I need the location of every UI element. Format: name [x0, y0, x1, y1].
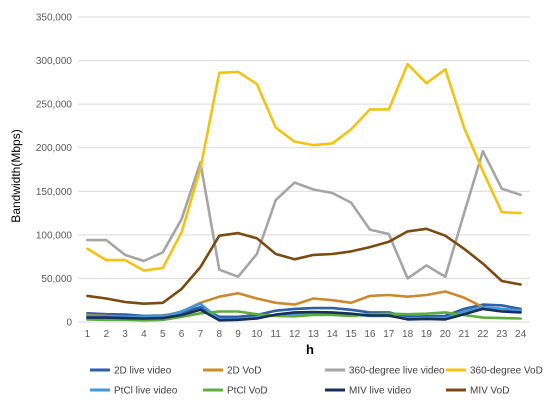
series-line-360-degree-vod: [86, 62, 522, 272]
x-tick-label: 17: [383, 329, 395, 340]
legend-item: 360-degree VoD: [446, 366, 543, 377]
x-tick-label: 24: [515, 329, 527, 340]
gridlines: [78, 16, 530, 323]
legend-label: 360-degree live video: [349, 366, 445, 377]
legend-label: 360-degree VoD: [470, 366, 543, 377]
x-tick-label: 12: [289, 329, 301, 340]
y-axis-ticks: 0 50,000 100,000 150,000 200,000 250,000 300,0…: [36, 13, 73, 329]
y-tick-label: 250,000: [36, 100, 73, 111]
x-tick-label: 6: [179, 329, 185, 340]
x-tick-label: 21: [459, 329, 471, 340]
legend-item: MIV VoD: [446, 386, 509, 397]
series-lines: [86, 62, 522, 322]
legend-label: PtCl live video: [114, 386, 178, 397]
series-line-360-degree-live-video: [86, 149, 522, 280]
x-tick-label: 3: [122, 329, 128, 340]
legend-label: 2D VoD: [227, 366, 261, 377]
x-tick-label: 22: [477, 329, 489, 340]
y-tick-label: 50,000: [41, 274, 72, 285]
x-tick-label: 2: [103, 329, 109, 340]
x-axis-ticks: 1 2 3 4 5 6 7 8 9 10 11 12 13 14 15 16 17 18 19 20 21 22 23 24: [85, 329, 527, 340]
legend-label: PtCl VoD: [227, 386, 268, 397]
x-tick-label: 19: [421, 329, 433, 340]
x-tick-label: 14: [327, 329, 339, 340]
legend-item: 2D VoD: [203, 366, 261, 377]
y-axis-title: Bandwidth(Mbps): [9, 129, 23, 222]
series-line-miv-vod: [86, 227, 522, 306]
legend-item: PtCl VoD: [203, 386, 268, 397]
x-tick-label: 1: [85, 329, 91, 340]
x-tick-label: 10: [251, 329, 263, 340]
legend-label: MIV VoD: [470, 386, 509, 397]
legend-item: 360-degree live video: [325, 366, 445, 377]
x-tick-label: 20: [440, 329, 452, 340]
x-tick-label: 4: [141, 329, 147, 340]
legend-label: MIV live video: [349, 386, 412, 397]
y-tick-label: 100,000: [36, 230, 73, 241]
y-tick-label: 300,000: [36, 56, 73, 67]
y-tick-label: 0: [66, 318, 72, 329]
x-tick-label: 15: [346, 329, 358, 340]
series-line-ptcl-vod: [86, 310, 522, 322]
x-tick-label: 11: [271, 329, 282, 340]
legend: 2D live video 2D VoD 360-degree live video…: [90, 366, 543, 397]
legend-label: 2D live video: [114, 366, 172, 377]
x-tick-label: 18: [402, 329, 414, 340]
legend-item: MIV live video: [325, 386, 412, 397]
y-tick-label: 350,000: [36, 13, 73, 24]
x-axis-title: h: [306, 342, 314, 357]
y-tick-label: 200,000: [36, 143, 73, 154]
y-tick-label: 150,000: [36, 187, 73, 198]
x-tick-label: 16: [364, 329, 376, 340]
x-tick-label: 23: [496, 329, 508, 340]
x-tick-label: 5: [160, 329, 166, 340]
series-line-miv-live-video: [86, 307, 522, 322]
x-tick-label: 8: [216, 329, 222, 340]
x-tick-label: 9: [235, 329, 241, 340]
legend-item: 2D live video: [90, 366, 172, 377]
x-tick-label: 13: [308, 329, 320, 340]
x-tick-label: 7: [198, 329, 204, 340]
legend-item: PtCl live video: [90, 386, 178, 397]
